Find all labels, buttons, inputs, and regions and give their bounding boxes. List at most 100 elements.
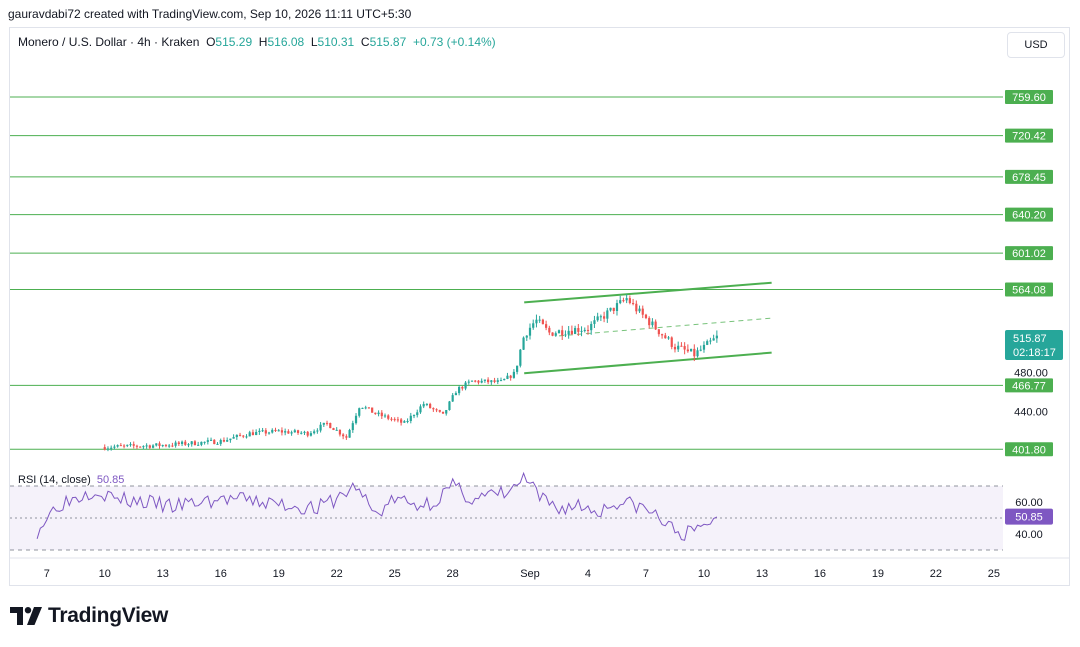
candle-body bbox=[506, 375, 509, 379]
parallel-channel[interactable] bbox=[524, 281, 772, 375]
candle bbox=[119, 443, 122, 447]
candle bbox=[467, 379, 470, 385]
candle bbox=[445, 409, 448, 416]
candle bbox=[206, 437, 209, 445]
candle bbox=[110, 445, 113, 451]
candle bbox=[329, 422, 332, 429]
symbol-title: Monero / U.S. Dollar · 4h · Kraken bbox=[18, 35, 200, 49]
candle-body bbox=[126, 444, 129, 446]
candle bbox=[648, 316, 651, 329]
candle-body bbox=[422, 404, 425, 407]
candle-body bbox=[177, 442, 180, 444]
candle-body bbox=[689, 348, 693, 352]
candle-body bbox=[200, 441, 203, 445]
candle-body bbox=[161, 445, 164, 447]
candle-body bbox=[503, 378, 506, 381]
candle-body bbox=[686, 349, 689, 352]
candle bbox=[226, 437, 229, 442]
candle bbox=[519, 348, 522, 368]
level-label-text: 601.02 bbox=[1012, 248, 1046, 260]
candle bbox=[219, 438, 222, 446]
candle bbox=[532, 319, 535, 330]
candle-body bbox=[367, 407, 371, 409]
level-label-bg bbox=[1005, 128, 1053, 143]
low-value: 510.31 bbox=[317, 35, 355, 49]
candle-body bbox=[496, 380, 499, 382]
candle-body bbox=[322, 422, 325, 425]
candle bbox=[213, 439, 216, 445]
candle bbox=[612, 307, 615, 315]
price-axis[interactable]: 759.60 720.42 678.45 640.20 601.02 564.08 466.… bbox=[1005, 90, 1063, 541]
candle-body bbox=[625, 298, 628, 301]
candle-body bbox=[383, 415, 387, 417]
candle-body bbox=[371, 407, 374, 413]
candle bbox=[216, 442, 219, 445]
currency-button[interactable]: USD bbox=[1007, 32, 1065, 58]
candle-body bbox=[441, 411, 445, 414]
time-tick-label: 13 bbox=[756, 568, 768, 580]
candle-body bbox=[551, 332, 554, 336]
time-tick-label: 28 bbox=[447, 568, 459, 580]
candle bbox=[371, 407, 374, 413]
candle-body bbox=[332, 428, 335, 431]
candle-body bbox=[564, 334, 567, 336]
candle-body bbox=[628, 298, 631, 304]
candle bbox=[480, 378, 483, 384]
level-label-bg bbox=[1005, 442, 1053, 457]
candle bbox=[712, 334, 715, 341]
candle-body bbox=[693, 348, 696, 357]
candle bbox=[438, 409, 441, 413]
candle bbox=[570, 325, 573, 336]
candle bbox=[686, 344, 689, 353]
candle bbox=[702, 341, 706, 353]
candle-body bbox=[512, 371, 515, 378]
candle-body bbox=[545, 324, 548, 328]
candle-body bbox=[580, 330, 583, 332]
candle-body bbox=[106, 448, 110, 450]
candle bbox=[622, 297, 625, 303]
candle bbox=[403, 420, 406, 423]
candle bbox=[222, 437, 226, 443]
candle-body bbox=[548, 327, 551, 333]
channel-lower-line bbox=[524, 351, 772, 375]
candle bbox=[593, 315, 596, 328]
candle bbox=[483, 379, 486, 383]
candle-body bbox=[193, 441, 197, 446]
candle-body bbox=[648, 318, 651, 326]
candle bbox=[631, 298, 635, 306]
candle-body bbox=[197, 444, 200, 446]
close-value: 515.87 bbox=[369, 35, 407, 49]
candle bbox=[619, 295, 622, 305]
time-axis[interactable]: 7 10 13 16 19 22 25 28 Sep 4 7 10 13 16 19 22 25 bbox=[10, 557, 1069, 580]
candle bbox=[248, 430, 251, 437]
candle bbox=[316, 428, 319, 434]
candle-body bbox=[609, 307, 612, 311]
candle-body bbox=[535, 319, 538, 324]
candle-body bbox=[248, 432, 251, 437]
candle bbox=[335, 427, 338, 431]
candle-body bbox=[590, 323, 593, 331]
candle-body bbox=[113, 446, 116, 448]
tradingview-logo[interactable]: TradingView bbox=[10, 604, 168, 628]
candle-body bbox=[129, 444, 132, 446]
candle bbox=[596, 312, 599, 322]
candle bbox=[525, 335, 528, 341]
candle bbox=[313, 429, 316, 435]
level-label-text: 720.42 bbox=[1012, 131, 1046, 143]
level-label: 466.77 bbox=[1005, 378, 1053, 393]
candle bbox=[380, 410, 383, 419]
candle-body bbox=[673, 346, 677, 350]
candle bbox=[177, 441, 180, 447]
candle-body bbox=[393, 419, 396, 421]
candle-body bbox=[660, 334, 664, 336]
candle bbox=[267, 431, 271, 435]
rsi-line bbox=[36, 471, 718, 541]
candle-body bbox=[235, 434, 238, 438]
candle-body bbox=[377, 412, 380, 415]
time-tick-label: Sep bbox=[520, 568, 540, 580]
candle bbox=[670, 336, 673, 350]
candle bbox=[580, 326, 583, 337]
candle bbox=[190, 440, 193, 447]
level-label-text: 401.80 bbox=[1012, 444, 1046, 456]
